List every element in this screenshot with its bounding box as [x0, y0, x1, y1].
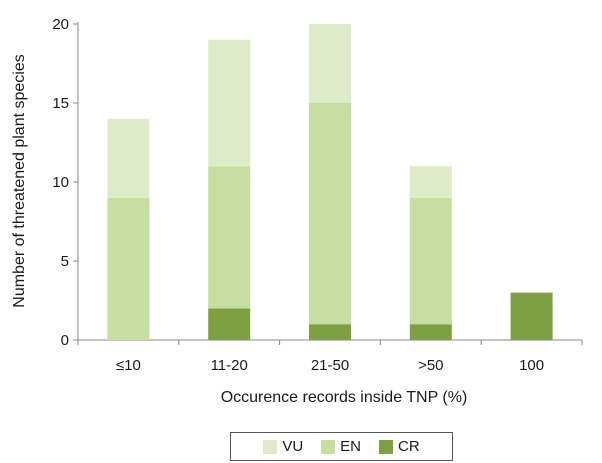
y-tick-label: 10 [52, 174, 69, 191]
legend-label-vu: VU [282, 438, 304, 455]
bar-vu [309, 24, 351, 103]
legend-swatch-en [321, 439, 336, 454]
y-tick-label: 15 [52, 95, 69, 112]
x-tick-label: 11-20 [211, 357, 248, 374]
bar-series-group [107, 24, 553, 340]
legend-swatch-cr [379, 439, 393, 454]
bar-cr [510, 292, 553, 340]
x-tick-label: >50 [418, 357, 443, 374]
x-tick-label: 100 [519, 357, 544, 374]
legend: VU EN CR [230, 432, 453, 461]
legend-label-en: EN [340, 438, 361, 455]
bar-cr [409, 324, 452, 340]
stacked-bar-chart: 0 5 10 15 20 ≤10 11-20 21-50 >50 100 Occurence r… [11, 16, 583, 406]
x-tick-label: 21-50 [311, 357, 349, 374]
legend-item-en: EN [321, 438, 361, 455]
legend-swatch-vu [263, 439, 278, 454]
y-tick-label: 5 [61, 253, 69, 270]
bar-vu [107, 118, 150, 198]
bar-vu [208, 39, 251, 167]
bar-en [309, 103, 351, 325]
x-axis: ≤10 11-20 21-50 >50 100 [77, 339, 583, 374]
bar-en [208, 166, 251, 309]
legend-item-cr: CR [379, 438, 420, 455]
legend-item-vu: VU [263, 438, 303, 455]
y-axis: 0 5 10 15 20 [52, 16, 79, 349]
y-tick-label: 0 [61, 332, 69, 349]
bar-en [107, 197, 150, 340]
legend-label-cr: CR [398, 438, 420, 455]
bar-en [409, 197, 452, 325]
bar-vu [409, 166, 452, 198]
bar-cr [208, 308, 251, 340]
bar-cr [309, 324, 351, 340]
y-tick-label: 20 [52, 16, 69, 33]
y-axis-label: Number of threatened plant species [11, 54, 28, 307]
x-axis-label: Occurence records inside TNP (%) [221, 389, 468, 406]
x-tick-label: ≤10 [116, 357, 141, 374]
